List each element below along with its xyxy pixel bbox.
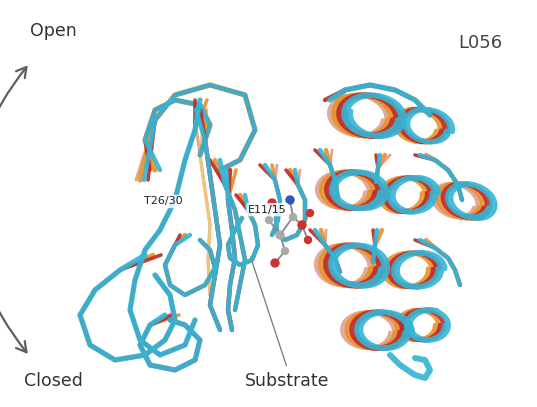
Text: L056: L056 <box>459 34 503 52</box>
Circle shape <box>289 214 296 221</box>
FancyArrowPatch shape <box>0 67 26 352</box>
Text: T26/30: T26/30 <box>144 197 183 206</box>
Circle shape <box>304 236 311 243</box>
Text: E11/15: E11/15 <box>248 205 287 214</box>
Circle shape <box>276 231 284 239</box>
Circle shape <box>271 259 279 267</box>
Circle shape <box>307 210 314 217</box>
Circle shape <box>286 196 294 204</box>
Circle shape <box>298 221 306 229</box>
Circle shape <box>268 199 276 207</box>
Circle shape <box>265 217 272 223</box>
Text: Closed: Closed <box>24 372 83 389</box>
Circle shape <box>281 247 288 254</box>
Text: Substrate: Substrate <box>245 372 330 389</box>
Text: Open: Open <box>30 22 77 39</box>
